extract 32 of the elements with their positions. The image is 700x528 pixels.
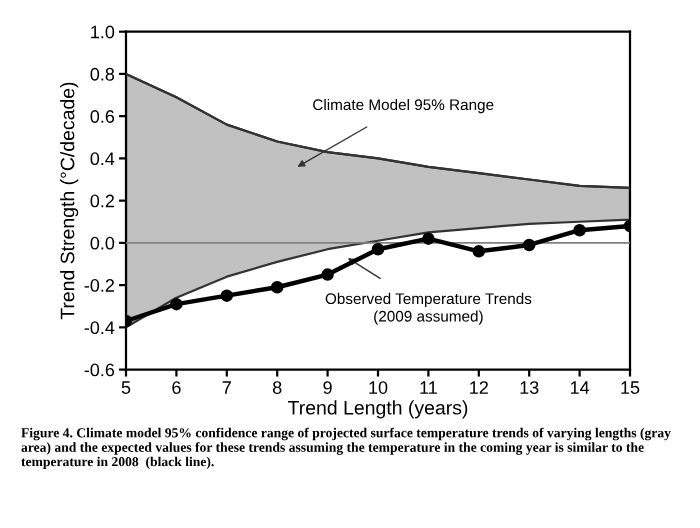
x-tick-label: 15	[621, 381, 640, 394]
x-tick-label: 12	[470, 381, 488, 394]
point	[220, 289, 234, 302]
point	[522, 238, 536, 252]
y-axis-title: Trend Strength (°C/decade)	[60, 82, 79, 320]
y-tick-label: 0.6	[90, 110, 115, 123]
line-series	[126, 72, 630, 190]
x-tick-label: 5	[121, 381, 131, 394]
point	[573, 223, 586, 237]
x-tick-label: 8	[272, 381, 282, 394]
point	[371, 242, 385, 256]
y-tick-label: 0.2	[90, 194, 114, 208]
point	[170, 297, 183, 311]
point	[321, 268, 334, 281]
x-tick-label: 13	[520, 381, 539, 394]
y-tick-label: 0.0	[90, 236, 115, 250]
x-tick-label: 7	[222, 381, 231, 394]
y-tick-label: -0.6	[84, 363, 115, 377]
x-tick-label: 11	[420, 381, 437, 394]
x-tick-label: 10	[369, 381, 388, 394]
x-axis-title: Trend Length (years)	[288, 400, 468, 419]
x-tick-label: 6	[172, 381, 181, 394]
x-tick-label: 14	[570, 381, 590, 394]
x-tick-label: 9	[323, 381, 332, 394]
point	[472, 245, 486, 258]
point	[422, 232, 435, 245]
point	[270, 280, 284, 294]
y-tick-label: 1.0	[91, 25, 115, 39]
y-tick-label: 0.4	[90, 152, 115, 166]
y-tick-label: -0.4	[84, 321, 115, 335]
y-tick-label: 0.8	[90, 67, 115, 81]
y-tick-label: -0.2	[84, 279, 114, 292]
